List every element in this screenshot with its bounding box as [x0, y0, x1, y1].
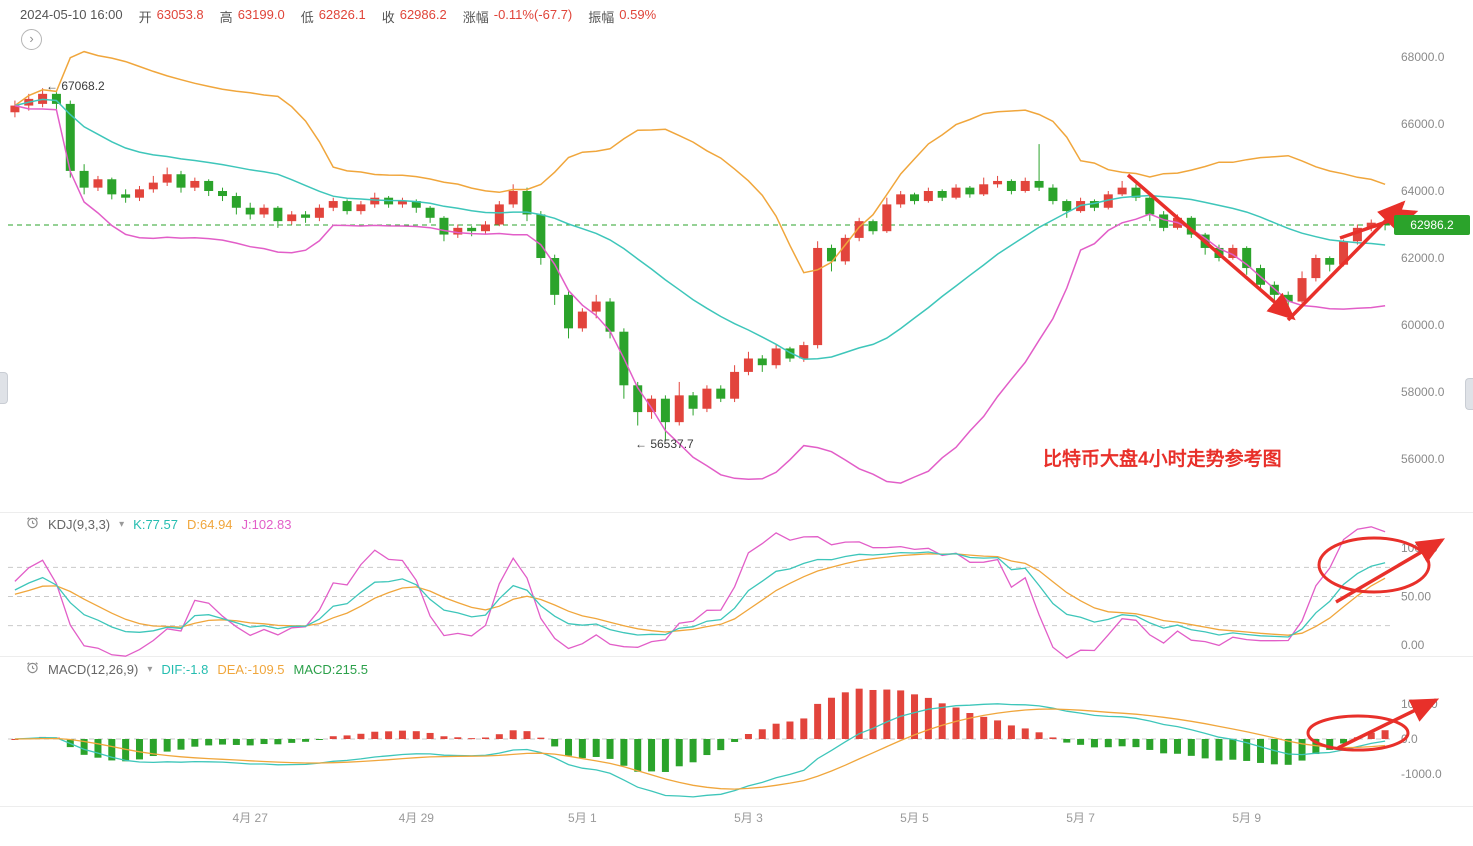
axis-tick-label: 5月 9 — [1232, 811, 1261, 825]
axis-tick-label: 62000.0 — [1401, 251, 1445, 265]
ellipse-annotation — [1306, 714, 1410, 752]
chevron-right-icon: › — [29, 31, 34, 46]
low-value: 62826.1 — [318, 7, 366, 22]
axis-tick-label: 50.00 — [1401, 590, 1431, 604]
axis-tick-label: 58000.0 — [1401, 385, 1445, 399]
macd-title[interactable]: MACD(12,26,9) — [48, 661, 139, 677]
macd-dif-value: DIF:-1.8 — [161, 661, 209, 677]
low-field: 低 62826.1 — [301, 7, 366, 26]
axis-tick-label: 4月 29 — [399, 811, 435, 825]
boll-layer — [14, 50, 1386, 484]
trend-arrow-annotation — [1126, 173, 1296, 321]
alarm-clock-icon[interactable] — [26, 516, 39, 532]
axis-tick-label: 5月 3 — [734, 811, 763, 825]
amplitude-value: 0.59% — [619, 7, 657, 22]
kdj-layer — [14, 526, 1386, 659]
amplitude-field: 振幅 0.59% — [588, 7, 656, 26]
low-label: 低 — [300, 10, 314, 25]
chevron-down-icon[interactable]: ▾ — [147, 663, 153, 675]
axis-tick-label: -1000.0 — [1401, 767, 1442, 781]
candles-layer — [10, 88, 1390, 441]
change-field: 涨幅 -0.11%(-67.7) — [463, 7, 573, 26]
close-value: 62986.2 — [399, 7, 447, 22]
axis-layer: 68000.0 66000.0 64000.0 62000.0 60000.0 58000… — [233, 50, 1445, 825]
low-price-marker: ← 56537.7 — [635, 437, 694, 451]
amplitude-label: 振幅 — [588, 10, 615, 25]
axis-tick-label: 5月 5 — [900, 811, 929, 825]
change-label: 涨幅 — [462, 10, 489, 25]
change-value: -0.11%(-67.7) — [493, 7, 573, 22]
kdj-d-value: D:64.94 — [187, 516, 233, 532]
high-price-marker: ← 67068.2 — [46, 79, 105, 93]
watermark-annotation: 比特币大盘4小时走势参考图 — [1043, 449, 1282, 470]
axis-tick-label: 64000.0 — [1401, 184, 1445, 198]
open-label: 开 — [138, 10, 152, 25]
kdj-title[interactable]: KDJ(9,3,3) — [48, 516, 111, 532]
open-value: 63053.8 — [156, 7, 204, 22]
right-panel-handle[interactable] — [1465, 378, 1473, 410]
datetime-label: 2024-05-10 16:00 — [20, 7, 123, 22]
close-field: 收 62986.2 — [382, 7, 447, 26]
ellipse-annotation — [1317, 536, 1431, 594]
axis-tick-label: 0.0 — [1401, 732, 1418, 746]
axis-tick-label: 60000.0 — [1401, 318, 1445, 332]
current-price-tag: 62986.2 — [1394, 215, 1470, 235]
axis-tick-label: 0.00 — [1401, 638, 1425, 652]
kdj-header: KDJ(9,3,3) ▾ K:77.57 D:64.94 J:102.83 — [26, 516, 291, 532]
trend-arrow-annotation — [1337, 698, 1440, 750]
macd-hist-value: MACD:215.5 — [293, 661, 368, 677]
chevron-down-icon[interactable]: ▾ — [119, 518, 125, 530]
open-field: 开 63053.8 — [139, 7, 204, 26]
high-field: 高 63199.0 — [220, 7, 285, 26]
axis-tick-label: 66000.0 — [1401, 117, 1445, 131]
axis-tick-label: 4月 27 — [233, 811, 269, 825]
macd-header: MACD(12,26,9) ▾ DIF:-1.8 DEA:-109.5 MACD… — [26, 661, 368, 677]
macd-layer — [11, 688, 1389, 798]
axis-tick-label: 68000.0 — [1401, 50, 1445, 64]
high-label: 高 — [219, 10, 233, 25]
axis-tick-label: 5月 7 — [1066, 811, 1095, 825]
close-label: 收 — [381, 10, 395, 25]
axis-tick-label: 5月 1 — [568, 811, 597, 825]
alarm-clock-icon[interactable] — [26, 661, 39, 677]
kdj-k-value: K:77.57 — [133, 516, 178, 532]
ohlc-header: 2024-05-10 16:00 开 63053.8 高 63199.0 低 6282… — [20, 7, 656, 26]
left-panel-handle[interactable] — [0, 372, 8, 404]
kdj-j-value: J:102.83 — [241, 516, 292, 532]
axis-tick-label: 56000.0 — [1401, 452, 1445, 466]
expand-button[interactable]: › — [21, 29, 42, 50]
high-value: 63199.0 — [237, 7, 285, 22]
drawings-layer — [1126, 173, 1446, 752]
macd-dea-value: DEA:-109.5 — [217, 661, 285, 677]
